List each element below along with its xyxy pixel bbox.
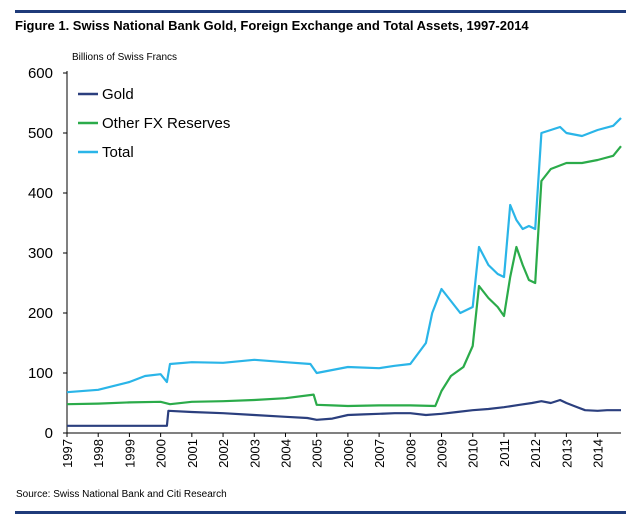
legend-label: Total (102, 144, 134, 161)
x-tick-label: 2000 (154, 439, 169, 468)
legend-label: Other FX Reserves (102, 115, 230, 132)
x-tick-label: 2005 (310, 439, 325, 468)
x-tick-label: 2012 (528, 439, 543, 468)
x-tick-label: 1998 (91, 439, 106, 468)
series-lines (66, 117, 622, 427)
x-tick-label: 2014 (591, 439, 606, 468)
x-tick-label: 2002 (216, 439, 231, 468)
top-rule (15, 10, 626, 13)
legend-label: Gold (102, 86, 134, 103)
source-note: Source: Swiss National Bank and Citi Res… (16, 489, 227, 500)
x-tick-labels: 1997 1998 1999 2000 2001 2002 2003 2004 2005 2006… (60, 439, 606, 468)
y-tick-label: 300 (28, 245, 53, 262)
y-tick-label: 500 (28, 125, 53, 142)
series-line-total (66, 117, 622, 394)
x-tick-label: 2001 (185, 439, 200, 468)
chart-legend: Gold Other FX Reserves Total (78, 86, 230, 161)
x-tick-label: 2007 (372, 439, 387, 468)
x-tick-label: 2009 (435, 439, 450, 468)
series-line-gold (67, 398, 621, 427)
x-tick-label: 2003 (247, 439, 262, 468)
y-units-label: Billions of Swiss Francs (72, 52, 178, 63)
y-tick-labels: 0 100 200 300 400 500 600 (28, 65, 53, 442)
x-tick-label: 1997 (60, 439, 75, 468)
x-tick-label: 2008 (403, 439, 418, 468)
y-tick-label: 100 (28, 365, 53, 382)
x-tick-label: 2011 (497, 439, 512, 467)
x-tick-label: 2013 (559, 439, 574, 468)
y-tick-label: 0 (45, 425, 53, 442)
series-line-other-fx-reserves (66, 145, 622, 408)
x-tick-label: 2010 (466, 439, 481, 468)
x-tick-label: 2006 (341, 439, 356, 468)
x-tick-label: 1999 (122, 439, 137, 468)
y-tick-label: 600 (28, 65, 53, 82)
y-tick-label: 400 (28, 185, 53, 202)
figure-title: Figure 1. Swiss National Bank Gold, Fore… (15, 18, 529, 33)
chart-axes (63, 71, 621, 437)
y-tick-label: 200 (28, 305, 53, 322)
bottom-rule (15, 511, 626, 514)
x-tick-label: 2004 (278, 439, 293, 468)
